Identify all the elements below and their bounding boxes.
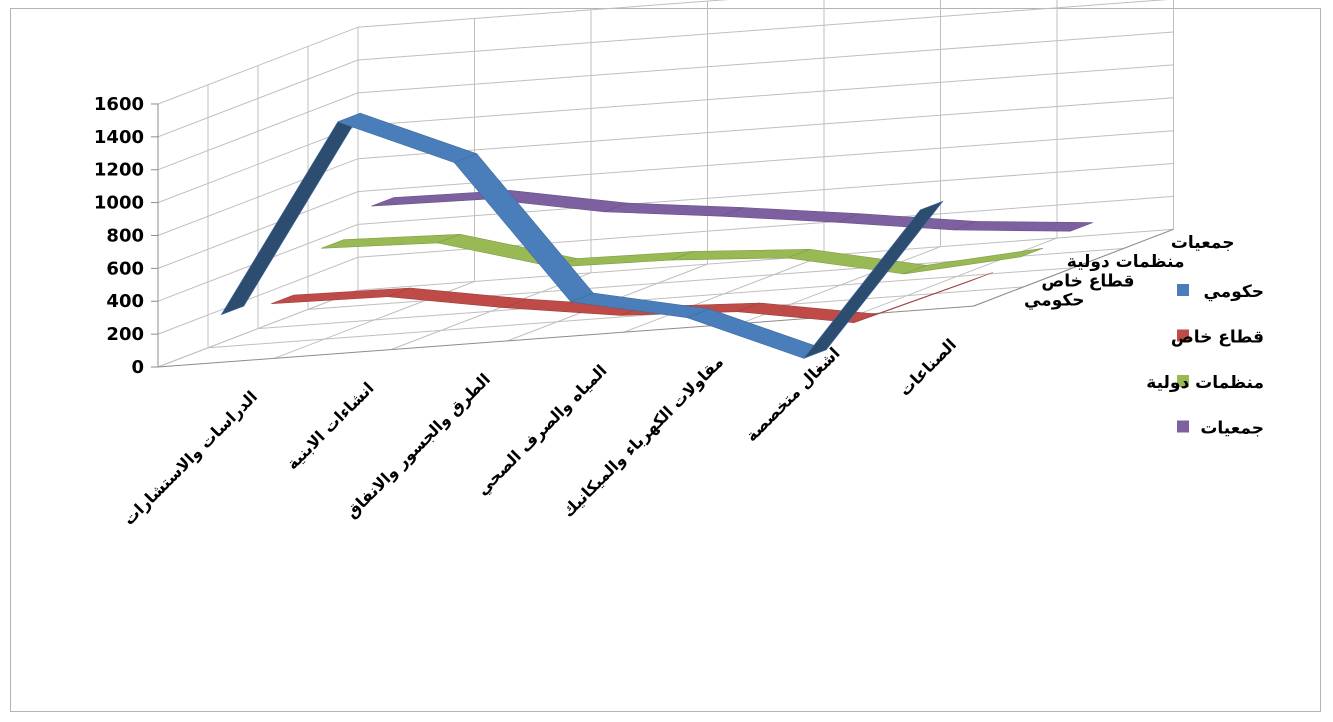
legend-label: قطاع خاص xyxy=(1171,328,1264,348)
x-tick-label: اشغال متخصصة xyxy=(742,344,844,446)
x-axis-ticks: الدراسات والاستشارات انشاءات الابنيةالطرق… xyxy=(119,335,960,529)
legend-label: حكومي xyxy=(1203,282,1264,302)
legend-swatch xyxy=(1177,420,1189,433)
series-ribbon-0 xyxy=(220,112,944,359)
gridline-horizontal xyxy=(157,0,729,105)
y-tick-label: 1400 xyxy=(94,127,144,148)
x-tick-label: انشاءات الابنية xyxy=(283,378,378,473)
line-segment xyxy=(802,200,944,359)
series-ribbon-1 xyxy=(271,272,993,324)
depth-axis-line xyxy=(973,228,1174,307)
gridline-horizontal xyxy=(157,0,1169,138)
gridline-horizontal xyxy=(157,97,1174,236)
legend-label: جمعيات xyxy=(1200,419,1264,439)
depth-tick-label: جمعيات xyxy=(1171,233,1235,253)
y-tick-label: 0 xyxy=(131,357,144,378)
y-tick-label: 800 xyxy=(106,225,144,246)
gridline-depth xyxy=(257,65,1074,330)
legend-label: منظمات دولية xyxy=(1146,373,1264,393)
chart-frame xyxy=(10,8,1321,712)
legend: حكومي قطاع خاص منظمات دولية جمعيات xyxy=(1146,282,1264,439)
y-tick-label: 1600 xyxy=(94,94,144,115)
series-ribbons xyxy=(220,112,1093,359)
line-segment xyxy=(220,112,362,316)
depth-tick-label: منظمات دولية xyxy=(1067,252,1185,272)
y-tick-label: 600 xyxy=(106,258,144,279)
gridline-horizontal xyxy=(157,130,1174,269)
series-ribbon-2 xyxy=(321,233,1043,275)
gridline-horizontal xyxy=(157,31,1174,171)
line-segment xyxy=(387,287,527,309)
line-segment xyxy=(853,272,993,323)
legend-swatch xyxy=(1177,329,1189,342)
line-segment xyxy=(321,234,461,249)
depth-tick-label: قطاع خاص xyxy=(1041,271,1134,291)
line-segment xyxy=(953,221,1093,232)
y-tick-label: 200 xyxy=(106,324,144,345)
line-segment xyxy=(604,202,744,217)
legend-swatch xyxy=(1177,284,1189,296)
y-tick-label: 400 xyxy=(106,291,144,312)
line-segment xyxy=(720,207,860,223)
gridline-depth xyxy=(307,46,1124,310)
y-tick-label: 1000 xyxy=(94,193,144,214)
x-tick-label: الدراسات والاستشارات xyxy=(119,387,261,529)
y-axis-ticks: 0 200 400 600 800 1000 1200 1400 1600 xyxy=(94,94,158,378)
x-tick-label: الصناعات xyxy=(895,335,960,400)
line-segment xyxy=(903,248,1043,275)
y-tick-label: 1200 xyxy=(94,160,144,181)
depth-tick-label: حكومي xyxy=(1024,291,1085,311)
legend-swatch xyxy=(1177,375,1189,387)
